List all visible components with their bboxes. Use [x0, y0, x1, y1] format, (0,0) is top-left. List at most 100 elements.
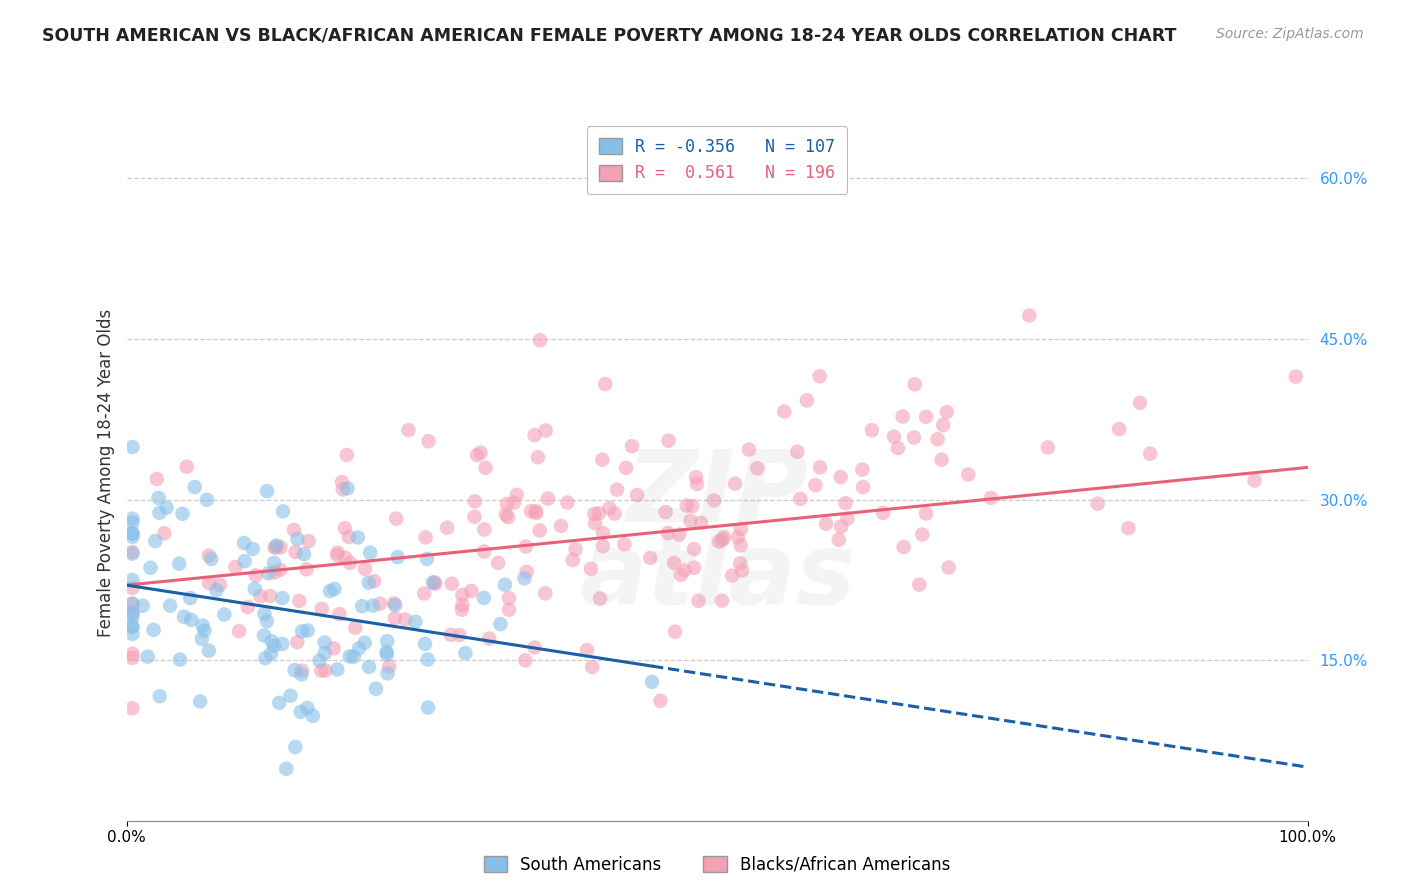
Point	[253, 628, 276, 642]
Point	[295, 562, 318, 576]
Point	[641, 674, 664, 689]
Point	[326, 663, 349, 677]
Point	[309, 664, 332, 678]
Point	[440, 576, 463, 591]
Point	[472, 591, 495, 605]
Point	[288, 594, 311, 608]
Point	[598, 501, 620, 516]
Point	[534, 586, 557, 600]
Point	[297, 624, 319, 638]
Point	[269, 696, 291, 710]
Point	[236, 600, 259, 615]
Point	[683, 542, 706, 557]
Point	[529, 333, 551, 347]
Point	[413, 586, 436, 600]
Point	[193, 624, 215, 638]
Point	[326, 548, 349, 562]
Point	[592, 526, 614, 541]
Point	[353, 635, 375, 649]
Point	[291, 624, 314, 639]
Point	[474, 460, 496, 475]
Point	[534, 424, 557, 438]
Point	[323, 582, 346, 596]
Point	[263, 541, 285, 555]
Point	[425, 576, 447, 591]
Point	[681, 499, 703, 513]
Legend: South Americans, Blacks/African Americans: South Americans, Blacks/African American…	[475, 847, 959, 882]
Point	[860, 423, 883, 437]
Point	[606, 483, 628, 497]
Point	[184, 480, 207, 494]
Point	[498, 602, 520, 616]
Point	[472, 523, 495, 537]
Point	[121, 619, 143, 633]
Point	[724, 476, 747, 491]
Point	[711, 593, 734, 607]
Point	[524, 506, 547, 520]
Point	[121, 607, 143, 621]
Point	[131, 599, 153, 613]
Point	[284, 663, 307, 677]
Point	[284, 739, 307, 754]
Point	[259, 589, 281, 603]
Point	[121, 647, 143, 661]
Point	[911, 527, 934, 541]
Point	[297, 701, 319, 715]
Point	[266, 538, 288, 552]
Point	[908, 577, 931, 591]
Point	[173, 609, 195, 624]
Point	[364, 681, 387, 696]
Point	[121, 545, 143, 559]
Point	[297, 534, 319, 549]
Point	[188, 694, 211, 708]
Point	[375, 645, 398, 659]
Point	[583, 516, 606, 531]
Point	[263, 639, 285, 653]
Point	[579, 562, 602, 576]
Point	[121, 620, 143, 634]
Point	[176, 459, 198, 474]
Point	[415, 530, 437, 544]
Point	[583, 507, 606, 521]
Point	[460, 584, 482, 599]
Point	[339, 556, 361, 570]
Point	[263, 566, 285, 580]
Point	[121, 547, 143, 561]
Point	[169, 652, 191, 666]
Point	[654, 505, 676, 519]
Point	[198, 643, 221, 657]
Point	[449, 628, 471, 642]
Point	[498, 591, 520, 606]
Point	[513, 571, 536, 585]
Point	[314, 646, 336, 660]
Point	[657, 526, 679, 541]
Point	[382, 596, 405, 610]
Point	[1118, 521, 1140, 535]
Point	[450, 603, 472, 617]
Point	[352, 599, 374, 614]
Point	[249, 589, 271, 603]
Point	[155, 500, 177, 515]
Point	[537, 491, 560, 506]
Point	[344, 621, 367, 635]
Point	[494, 577, 516, 591]
Point	[561, 553, 583, 567]
Point	[640, 550, 662, 565]
Point	[592, 539, 614, 553]
Point	[614, 460, 637, 475]
Point	[354, 562, 377, 576]
Point	[938, 560, 960, 574]
Point	[375, 648, 398, 662]
Point	[337, 530, 360, 544]
Point	[208, 578, 231, 592]
Point	[595, 377, 617, 392]
Point	[198, 576, 221, 591]
Point	[121, 605, 143, 619]
Text: SOUTH AMERICAN VS BLACK/AFRICAN AMERICAN FEMALE POVERTY AMONG 18-24 YEAR OLDS CO: SOUTH AMERICAN VS BLACK/AFRICAN AMERICAN…	[42, 27, 1177, 45]
Point	[872, 506, 894, 520]
Y-axis label: Female Poverty Among 18-24 Year Olds: Female Poverty Among 18-24 Year Olds	[97, 309, 115, 637]
Point	[463, 509, 485, 524]
Point	[378, 659, 401, 673]
Point	[405, 615, 427, 629]
Point	[808, 369, 831, 384]
